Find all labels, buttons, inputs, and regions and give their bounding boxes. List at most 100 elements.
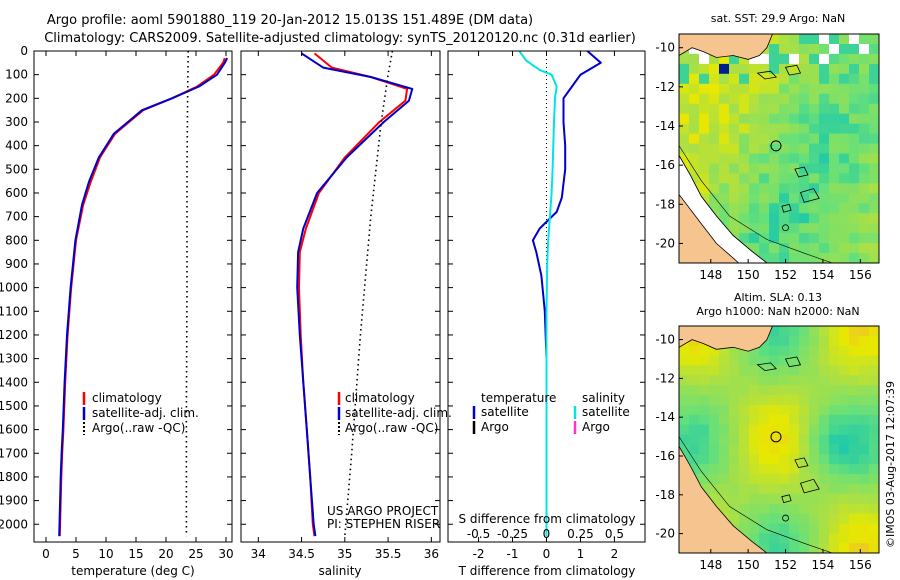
map-cell bbox=[829, 395, 840, 406]
map-cell bbox=[839, 474, 850, 485]
map-cell bbox=[759, 424, 770, 436]
map-cell bbox=[859, 503, 870, 515]
map-cell bbox=[779, 543, 790, 553]
map-cell bbox=[779, 483, 790, 495]
map-cell bbox=[799, 203, 810, 214]
map-cell bbox=[789, 123, 800, 135]
map-cell bbox=[779, 34, 790, 45]
map-cell bbox=[739, 153, 750, 165]
map-cell bbox=[739, 405, 750, 416]
map-cell bbox=[729, 63, 740, 75]
map-cell bbox=[789, 243, 800, 254]
map-cell bbox=[729, 503, 740, 515]
map-cell bbox=[829, 434, 840, 446]
sla-map-title: Altim. SLA: 0.13 bbox=[734, 291, 822, 304]
map-cell bbox=[819, 395, 830, 406]
map-cell bbox=[799, 474, 810, 485]
map-cell bbox=[819, 513, 830, 524]
map-cell bbox=[729, 385, 740, 396]
map-cell bbox=[839, 183, 850, 194]
map-cell bbox=[689, 444, 700, 455]
map-cell bbox=[679, 93, 690, 105]
map-cell bbox=[829, 53, 840, 65]
legend-climatology-label: climatology bbox=[92, 391, 162, 405]
map-cell bbox=[699, 93, 710, 105]
map-cell bbox=[739, 163, 750, 174]
map-cell bbox=[799, 253, 810, 263]
x-tick-label: 1 bbox=[577, 547, 585, 561]
temperature-series-climatology bbox=[58, 57, 226, 537]
salinity-series-climatology bbox=[298, 52, 409, 537]
map-cell bbox=[749, 113, 760, 125]
map-cell bbox=[789, 523, 800, 534]
temperature-ticks: 0100200300400500600700800900100011001200… bbox=[0, 44, 234, 561]
map-cell bbox=[789, 83, 800, 95]
legend-satellite-label: satellite-adj. clim. bbox=[92, 406, 199, 420]
map-cell bbox=[769, 63, 780, 75]
map-cell bbox=[699, 434, 710, 446]
map-cell bbox=[829, 365, 840, 376]
map-cell bbox=[829, 243, 840, 254]
map-cell bbox=[819, 53, 830, 65]
map-cell bbox=[759, 103, 770, 115]
x-tick-label: 0 bbox=[543, 547, 551, 561]
sst-map-field bbox=[679, 34, 879, 263]
map-cell bbox=[709, 385, 720, 396]
map-cell bbox=[759, 213, 770, 224]
map-cell bbox=[799, 523, 810, 534]
map-cell bbox=[869, 183, 879, 194]
map-cell bbox=[859, 173, 870, 184]
map-cell bbox=[799, 365, 810, 376]
map-cell bbox=[829, 143, 840, 155]
map-cell bbox=[839, 414, 850, 426]
map-cell bbox=[749, 83, 760, 95]
map-cell bbox=[709, 464, 720, 475]
map-cell bbox=[689, 464, 700, 475]
map-cell bbox=[679, 385, 690, 396]
map-y-tick-label: -10 bbox=[655, 333, 675, 347]
map-cell bbox=[689, 375, 700, 386]
x-tick-label: 35 bbox=[337, 547, 352, 561]
map-cell bbox=[709, 123, 720, 135]
map-cell bbox=[719, 503, 730, 515]
map-cell bbox=[779, 464, 790, 475]
map-cell bbox=[809, 464, 820, 475]
map-cell bbox=[769, 253, 780, 263]
map-cell bbox=[759, 63, 770, 75]
temperature-plot-area bbox=[58, 51, 229, 537]
map-cell bbox=[729, 53, 740, 65]
map-cell bbox=[859, 63, 870, 75]
map-cell bbox=[779, 153, 790, 165]
map-cell bbox=[759, 493, 770, 505]
map-cell bbox=[739, 424, 750, 436]
map-cell bbox=[779, 163, 790, 174]
project-note-line2: PI: STEPHEN RISER bbox=[327, 517, 440, 531]
map-cell bbox=[819, 454, 830, 465]
map-cell bbox=[849, 375, 860, 386]
map-cell bbox=[719, 73, 730, 85]
map-cell bbox=[789, 424, 800, 436]
map-cell bbox=[819, 203, 830, 214]
map-cell bbox=[779, 73, 790, 85]
map-cell bbox=[859, 483, 870, 495]
map-cell bbox=[679, 444, 690, 455]
map-cell bbox=[809, 493, 820, 505]
map-cell bbox=[779, 375, 790, 386]
map-cell bbox=[729, 223, 740, 234]
map-cell bbox=[779, 44, 790, 55]
map-cell bbox=[769, 474, 780, 485]
map-cell bbox=[799, 395, 810, 406]
map-cell bbox=[859, 163, 870, 174]
map-cell bbox=[769, 183, 780, 194]
map-cell bbox=[709, 375, 720, 386]
map-cell bbox=[699, 414, 710, 426]
map-cell bbox=[799, 93, 810, 105]
argo-float-marker bbox=[770, 431, 782, 443]
map-cell bbox=[809, 163, 820, 174]
x-tick-label: 15 bbox=[128, 547, 143, 561]
map-cell bbox=[769, 513, 780, 524]
map-cell bbox=[679, 434, 690, 446]
map-cell bbox=[869, 385, 879, 396]
map-cell bbox=[789, 213, 800, 224]
map-cell bbox=[689, 93, 700, 105]
